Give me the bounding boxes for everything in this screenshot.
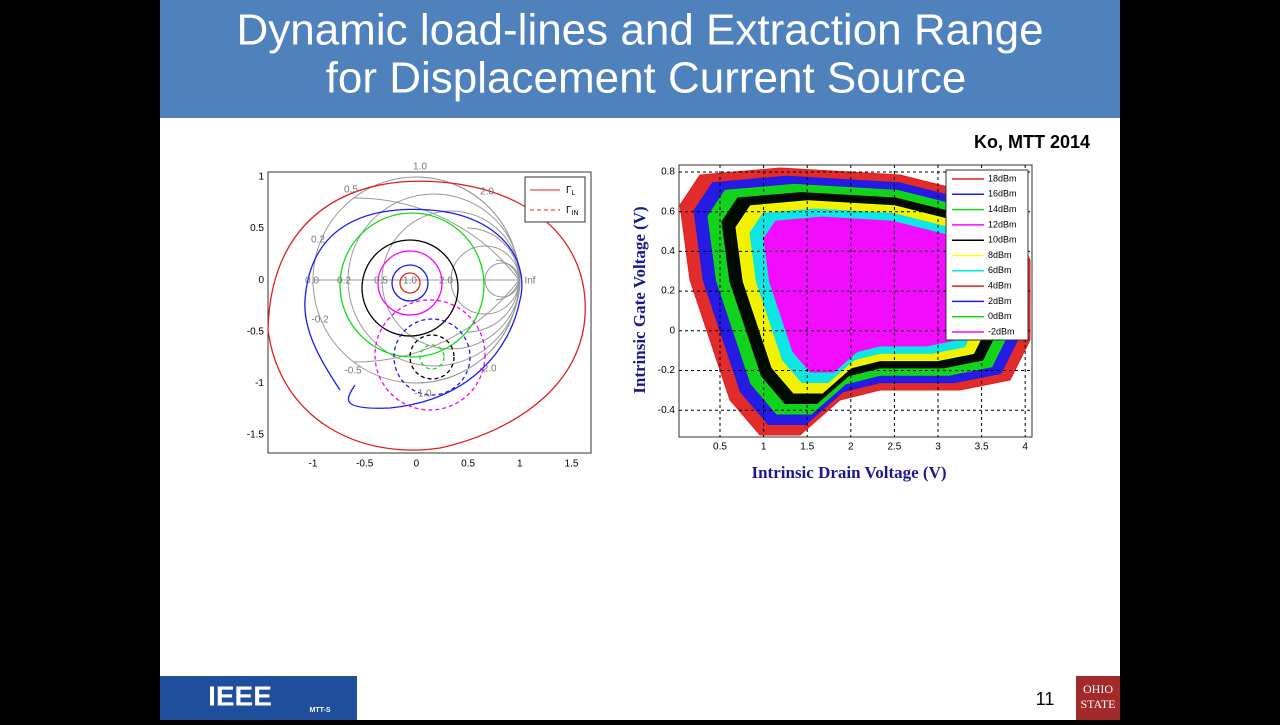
legend-label: ΓL xyxy=(566,185,576,197)
smith-label: 0.2 xyxy=(311,235,325,246)
smith-label: 2.0 xyxy=(439,276,453,287)
smith-label: 0.0 xyxy=(305,276,319,287)
ieee-logo xyxy=(160,676,357,720)
title: Dynamic load-lines and Extraction Range xyxy=(236,6,1043,55)
x-tick-label: 3.5 xyxy=(975,442,989,453)
legend-label: 12dBm xyxy=(988,219,1017,229)
x-tick-label: 1 xyxy=(517,459,523,470)
y-tick-label: 1 xyxy=(258,172,264,183)
y-tick-label: -1.5 xyxy=(247,430,265,441)
osu-text: OHIO xyxy=(1083,682,1113,696)
x-tick-label: 0.5 xyxy=(713,442,727,453)
load-lines xyxy=(267,180,586,451)
smith-label: 0.5 xyxy=(374,276,388,287)
osu-text: STATE xyxy=(1080,697,1115,711)
y-tick-label: 0.5 xyxy=(250,223,264,234)
legend-label: ΓIN xyxy=(566,205,579,217)
x-tick-label: 1 xyxy=(761,442,767,453)
y-tick-label: -0.2 xyxy=(658,365,676,376)
x-tick-label: 2.5 xyxy=(887,442,901,453)
legend-label: 14dBm xyxy=(988,204,1017,214)
osu-logo xyxy=(1076,676,1120,720)
smith-grid xyxy=(312,176,521,384)
legend-label: -2dBm xyxy=(988,326,1015,336)
smith-label: Inf xyxy=(524,276,535,287)
mtt-text: MTT-S xyxy=(310,707,331,714)
y-tick-label: -0.4 xyxy=(658,405,676,416)
y-tick-label: 0 xyxy=(669,325,675,336)
legend-label: 0dBm xyxy=(988,311,1012,321)
y-tick-label: 0.2 xyxy=(661,286,675,297)
citation: Ko, MTT 2014 xyxy=(974,132,1090,152)
legend-symbol: Γ xyxy=(566,185,572,196)
x-tick-label: -1 xyxy=(309,459,318,470)
y-tick-label: 0 xyxy=(258,275,264,286)
smith-label: 1.0 xyxy=(413,162,427,173)
legend-label: 10dBm xyxy=(988,235,1017,245)
x-tick-label: 0 xyxy=(414,459,420,470)
x-tick-label: -0.5 xyxy=(356,459,374,470)
y-axis-title: Intrinsic Gate Voltage (V) xyxy=(630,206,649,393)
title-bar xyxy=(160,0,1120,118)
legend-label: 8dBm xyxy=(988,250,1012,260)
smith-label: -0.2 xyxy=(311,315,329,326)
left-legend xyxy=(524,176,586,223)
page-number: 11 xyxy=(1036,689,1055,709)
x-tick-label: 4 xyxy=(1022,442,1028,453)
y-tick-label: -0.5 xyxy=(247,326,265,337)
smith-label: 0.5 xyxy=(344,185,358,196)
smith-label: 2.0 xyxy=(480,187,494,198)
smith-label: -1.0 xyxy=(414,389,432,400)
x-tick-label: 3 xyxy=(935,442,941,453)
smith-label: 0.2 xyxy=(337,276,351,287)
x-tick-label: 0.5 xyxy=(461,459,475,470)
legend-label: 2dBm xyxy=(988,296,1012,306)
y-tick-label: -1 xyxy=(255,378,264,389)
x-tick-label: 2 xyxy=(848,442,854,453)
legend-label: 16dBm xyxy=(988,189,1017,199)
load-line-band xyxy=(763,216,968,373)
legend-subscript: L xyxy=(572,190,576,197)
smith-label: -2.0 xyxy=(479,364,497,375)
y-tick-label: 0.8 xyxy=(661,167,675,178)
legend-label: 18dBm xyxy=(988,173,1017,183)
x-tick-label: 1.5 xyxy=(800,442,814,453)
ieee-text: IEEE xyxy=(208,680,272,711)
legend-subscript: IN xyxy=(572,210,579,217)
x-tick-label: 1.5 xyxy=(565,459,579,470)
legend-label: 4dBm xyxy=(988,280,1012,290)
title: for Displacement Current Source xyxy=(326,54,967,103)
smith-label: 1.0 xyxy=(403,276,417,287)
smith-label: -0.5 xyxy=(344,366,362,377)
x-axis-title: Intrinsic Drain Voltage (V) xyxy=(751,463,946,482)
y-tick-label: 0.6 xyxy=(661,206,675,217)
legend-symbol: Γ xyxy=(566,205,572,216)
legend-label: 6dBm xyxy=(988,265,1012,275)
y-tick-label: 0.4 xyxy=(661,246,675,257)
